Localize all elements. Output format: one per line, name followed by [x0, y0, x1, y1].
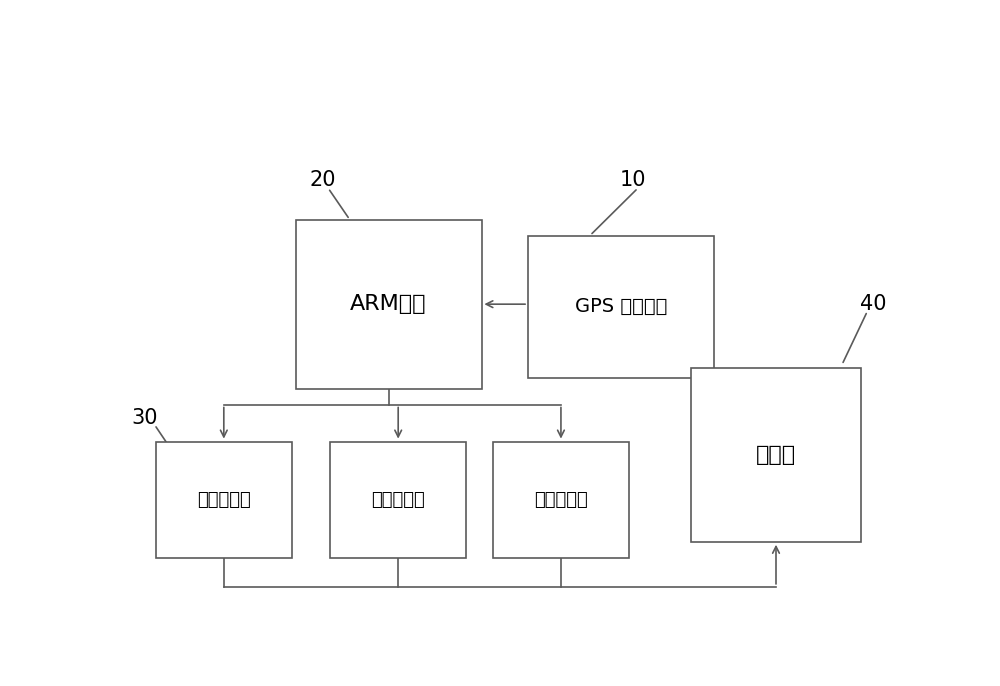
Text: 20: 20: [309, 170, 336, 190]
Text: 计算机: 计算机: [756, 445, 796, 464]
Text: GPS 授时模块: GPS 授时模块: [575, 297, 667, 316]
Text: 30: 30: [131, 407, 158, 428]
Bar: [330, 442, 466, 558]
Bar: [296, 220, 482, 389]
Text: 10: 10: [619, 170, 646, 190]
Text: 信息采样板: 信息采样板: [197, 490, 251, 508]
Bar: [528, 235, 714, 378]
Text: 40: 40: [860, 294, 886, 314]
Bar: [691, 368, 861, 542]
Text: ARM底板: ARM底板: [350, 294, 427, 314]
Text: 信息采样板: 信息采样板: [534, 490, 588, 508]
Bar: [493, 442, 629, 558]
Bar: [156, 442, 292, 558]
Text: 信息采样板: 信息采样板: [371, 490, 425, 508]
